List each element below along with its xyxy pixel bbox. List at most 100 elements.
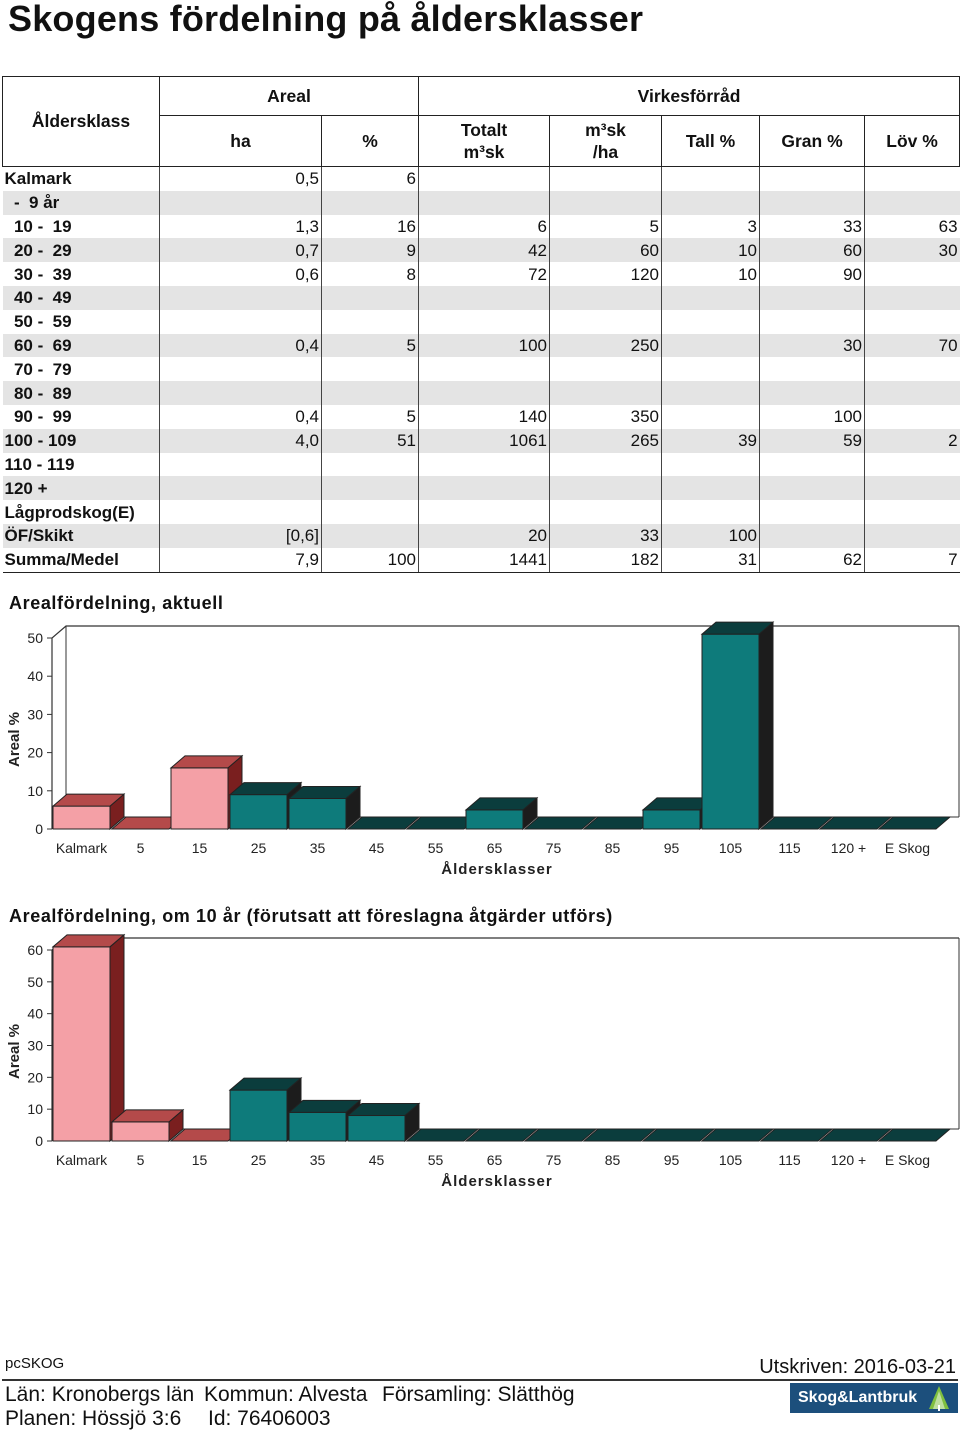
row-label: 60 - 69 <box>2 333 160 358</box>
x-tick-label: 45 <box>369 1152 385 1168</box>
cell-tall <box>661 500 760 524</box>
row-label: Summa/Medel <box>2 547 160 573</box>
bar-1 <box>110 1108 185 1143</box>
y-tick-label: 0 <box>35 821 43 837</box>
y-tick-label: 30 <box>27 706 43 722</box>
cell-gran <box>759 285 865 310</box>
x-tick-label: 15 <box>192 1152 208 1168</box>
bar-0 <box>51 933 126 1143</box>
cell-pct <box>321 523 419 548</box>
cell-mskha: 350 <box>549 404 662 429</box>
tree-icon <box>929 1386 949 1411</box>
cell-mskha <box>549 309 662 334</box>
cell-pct: 5 <box>321 404 419 429</box>
row-label: - 9 år <box>2 190 160 215</box>
x-tick-label: 25 <box>251 840 267 856</box>
cell-gran: 33 <box>759 214 865 239</box>
header-ha: ha <box>159 115 322 167</box>
header-totalt: Totalt m³sk <box>418 115 550 167</box>
y-tick-label: 10 <box>27 783 43 799</box>
cell-lov: 2 <box>863 428 960 453</box>
cell-ha <box>159 190 322 215</box>
bar-11 <box>700 621 775 831</box>
row-label: 20 - 29 <box>2 238 160 263</box>
cell-mskha <box>549 285 662 310</box>
bar-5 <box>346 1102 421 1143</box>
cell-pct <box>321 309 419 334</box>
cell-tall: 100 <box>661 523 760 548</box>
bar-14 <box>877 816 952 830</box>
cell-ha: 0,5 <box>159 166 322 191</box>
x-tick-label: 65 <box>487 1152 503 1168</box>
table-row: 10 - 19 1,3 16 6 5 3 33 63 <box>3 214 960 239</box>
cell-pct <box>321 190 419 215</box>
cell-lov <box>863 285 960 310</box>
header-lov: Löv % <box>863 115 960 167</box>
cell-tall <box>661 404 760 429</box>
y-tick-label: 10 <box>27 1101 43 1117</box>
x-tick-label: 115 <box>778 1152 801 1168</box>
cell-totalt: 140 <box>418 404 550 429</box>
x-tick-label: 65 <box>487 840 503 856</box>
cell-ha: [0,6] <box>159 523 322 548</box>
cell-totalt <box>418 190 550 215</box>
x-tick-label: 15 <box>192 840 208 856</box>
cell-totalt <box>418 500 550 524</box>
cell-tall <box>661 476 760 501</box>
y-tick-label: 30 <box>27 1038 43 1054</box>
y-tick-label: 20 <box>27 1069 43 1085</box>
x-tick-label: 5 <box>137 1152 145 1168</box>
table-row: 60 - 69 0,4 5 100 250 30 70 <box>2 333 960 358</box>
bar-13 <box>818 816 893 830</box>
cell-ha <box>159 285 322 310</box>
cell-totalt: 6 <box>418 214 550 239</box>
bar-13 <box>818 1128 893 1142</box>
id-label: Id: 76406003 <box>208 1407 331 1430</box>
software-label: pcSKOG <box>5 1355 65 1372</box>
x-tick-label: 55 <box>428 840 444 856</box>
x-tick-label: 35 <box>310 1152 326 1168</box>
lan-label: Län: Kronobergs län <box>5 1383 195 1406</box>
table-row: 40 - 49 <box>2 285 960 310</box>
cell-pct <box>321 285 419 310</box>
cell-gran: 30 <box>759 333 865 358</box>
chart-areal-aktuell: 0 10 20 30 40 50 Areal % Kalmark 5 15 25 35 45 55 65 75… <box>6 621 960 878</box>
bar-5 <box>346 816 421 830</box>
cell-gran: 90 <box>759 262 865 286</box>
cell-tall <box>661 190 760 215</box>
y-axis-label: Areal % <box>6 712 23 767</box>
x-tick-label: 45 <box>369 840 385 856</box>
header-pct: % <box>321 115 419 167</box>
row-label: ÖF/Skikt <box>2 523 160 548</box>
cell-pct: 51 <box>321 428 419 453</box>
header-msk-ha: m³sk/ha <box>549 115 662 167</box>
cell-totalt: 72 <box>418 262 550 286</box>
bar-14 <box>877 1128 952 1142</box>
cell-gran <box>759 381 865 405</box>
bar-6 <box>405 1128 480 1142</box>
cell-ha: 0,4 <box>159 404 322 429</box>
cell-ha: 0,4 <box>159 333 322 358</box>
x-axis-label: Åldersklasser <box>441 1173 552 1190</box>
cell-mskha: 265 <box>549 428 662 453</box>
table-row: 70 - 79 <box>3 357 960 382</box>
page-title: Skogens fördelning på åldersklasser <box>8 0 644 39</box>
x-axis-label: Åldersklasser <box>441 861 552 878</box>
cell-gran <box>759 523 865 548</box>
cell-ha <box>159 500 322 524</box>
cell-lov: 63 <box>863 214 960 239</box>
header-areal: Areal <box>159 76 419 116</box>
table-row: 120 + <box>2 476 960 501</box>
cell-totalt <box>418 357 550 382</box>
bar-12 <box>759 816 834 830</box>
y-axis-label: Areal % <box>6 1024 23 1079</box>
cell-totalt: 1441 <box>418 547 550 573</box>
cell-pct <box>321 476 419 501</box>
cell-ha <box>159 476 322 501</box>
cell-ha <box>159 309 322 334</box>
y-tick-label: 40 <box>27 1006 43 1022</box>
cell-gran <box>759 166 865 191</box>
age-class-table: Åldersklass Areal Virkesförråd ha % Tota… <box>2 76 960 573</box>
cell-mskha <box>549 452 662 477</box>
row-label: Kalmark <box>4 169 72 189</box>
